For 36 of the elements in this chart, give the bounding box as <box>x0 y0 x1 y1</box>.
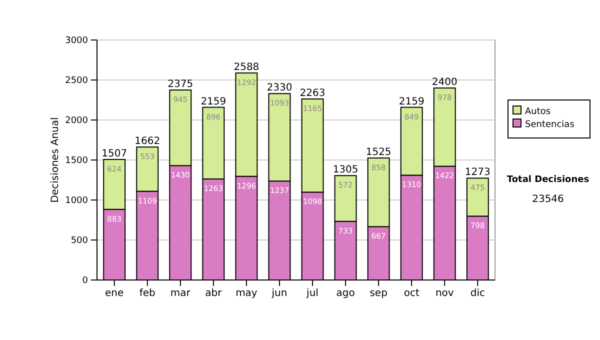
total-label: 2159 <box>200 96 226 108</box>
total-label: 1305 <box>332 164 358 176</box>
x-tick-label: may <box>236 288 258 300</box>
total-label: 1525 <box>366 147 392 158</box>
total-label: 1273 <box>464 167 490 178</box>
legend-label: Autos <box>525 107 551 117</box>
y-tick-label: 0 <box>82 276 88 286</box>
x-tick-label: sep <box>370 288 388 300</box>
total-label: 1662 <box>134 136 160 148</box>
x-tick-label: dic <box>470 288 485 300</box>
x-tick-label: ago <box>336 288 355 300</box>
x-tick-label: ene <box>105 288 124 300</box>
legend-label: Sentencias <box>525 120 575 130</box>
total-label: 2588 <box>234 62 260 73</box>
x-tick-label: nov <box>435 288 454 300</box>
x-tick-label: feb <box>139 288 156 300</box>
total-label: 2159 <box>398 96 424 108</box>
text: Total Decisiones <box>506 175 590 185</box>
y-tick-label: 500 <box>70 236 88 246</box>
y-axis-title: Decisiones Anual <box>50 117 61 203</box>
x-tick-label: oct <box>404 288 420 300</box>
x-tick-label: mar <box>170 288 192 300</box>
total-label: 1507 <box>102 148 128 160</box>
y-tick-label: 3000 <box>65 36 88 46</box>
total-label: 2330 <box>266 82 292 94</box>
total-label: 2263 <box>300 88 326 99</box>
y-tick-label: 1000 <box>65 196 88 206</box>
x-tick-label: jul <box>306 288 318 300</box>
x-tick-label: jun <box>270 288 288 300</box>
y-tick-label: 1500 <box>65 156 88 166</box>
total-label: 2400 <box>432 77 458 88</box>
total-label: 2375 <box>168 79 194 90</box>
y-tick-label: 2500 <box>65 76 88 86</box>
y-tick-label: 2000 <box>65 116 88 126</box>
text: 23546 <box>532 194 564 205</box>
x-tick-label: abr <box>205 288 223 300</box>
